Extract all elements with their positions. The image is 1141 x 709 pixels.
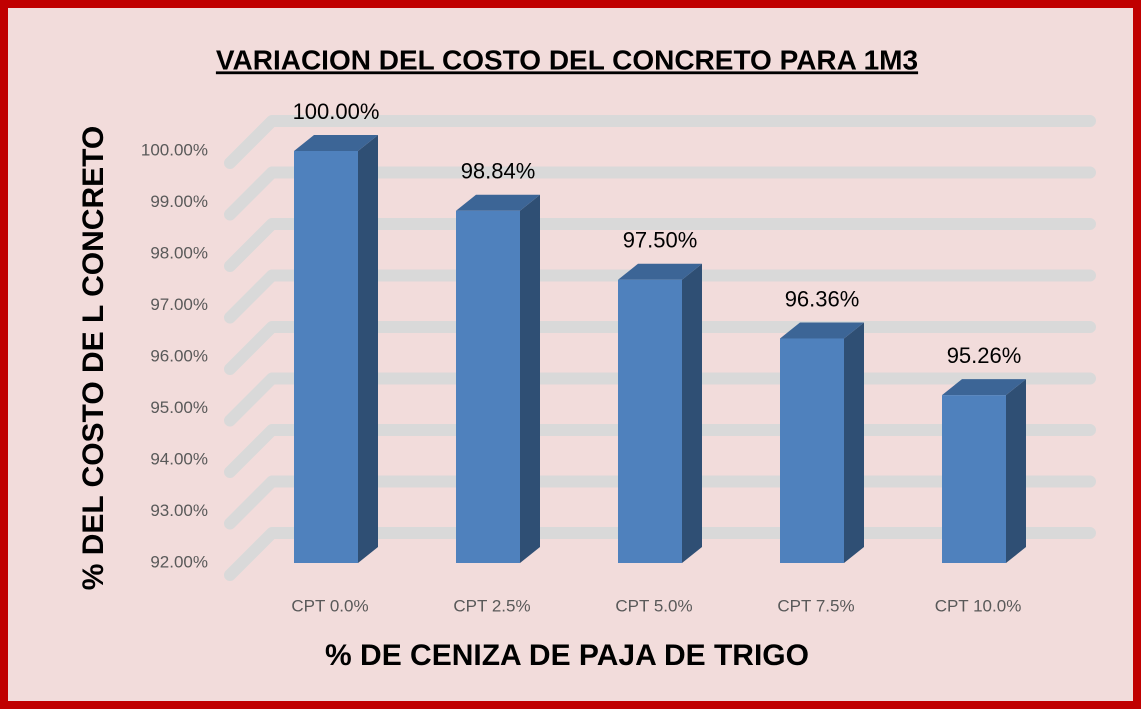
bar xyxy=(618,279,682,563)
data-label: 95.26% xyxy=(947,343,1022,368)
x-tick-label: CPT 0.0% xyxy=(291,596,368,615)
y-tick-label: 92.00% xyxy=(150,552,208,571)
y-tick-label: 100.00% xyxy=(141,140,208,159)
bar-top xyxy=(294,135,378,151)
bar-top xyxy=(942,379,1026,396)
bar-top xyxy=(618,263,702,280)
data-label: 100.00% xyxy=(293,99,380,124)
y-tick-label: 98.00% xyxy=(150,243,208,262)
bar-side xyxy=(520,194,540,564)
grid-line xyxy=(224,218,1096,272)
bar-side xyxy=(358,135,378,563)
bar-side xyxy=(1006,379,1026,563)
bar xyxy=(294,151,358,563)
y-tick-label: 94.00% xyxy=(150,449,208,468)
x-tick-label: CPT 10.0% xyxy=(935,596,1022,615)
data-label: 97.50% xyxy=(623,228,698,253)
bar-side xyxy=(844,322,864,563)
y-tick-label: 97.00% xyxy=(150,295,208,314)
x-tick-label: CPT 5.0% xyxy=(615,596,692,615)
bar-side xyxy=(682,263,702,563)
x-tick-label: CPT 7.5% xyxy=(777,596,854,615)
bar xyxy=(456,210,520,564)
y-axis-label: % DEL COSTO DE L CONCRETO xyxy=(77,126,110,591)
bar-top xyxy=(780,322,864,339)
bar xyxy=(942,395,1006,563)
grid-line xyxy=(224,115,1096,169)
chart-title: VARIACION DEL COSTO DEL CONCRETO PARA 1M… xyxy=(216,44,918,75)
grid-line xyxy=(224,269,1096,324)
y-tick-label: 93.00% xyxy=(150,501,208,520)
bar xyxy=(780,338,844,563)
x-tick-label: CPT 2.5% xyxy=(453,596,530,615)
y-tick-label: 95.00% xyxy=(150,398,208,417)
y-tick-label: 99.00% xyxy=(150,192,208,211)
data-label: 98.84% xyxy=(461,159,536,184)
y-tick-label: 96.00% xyxy=(150,346,208,365)
grid-line xyxy=(224,166,1096,221)
data-label: 96.36% xyxy=(785,286,860,311)
bar-top xyxy=(456,194,540,211)
x-axis-label: % DE CENIZA DE PAJA DE TRIGO xyxy=(325,639,809,672)
